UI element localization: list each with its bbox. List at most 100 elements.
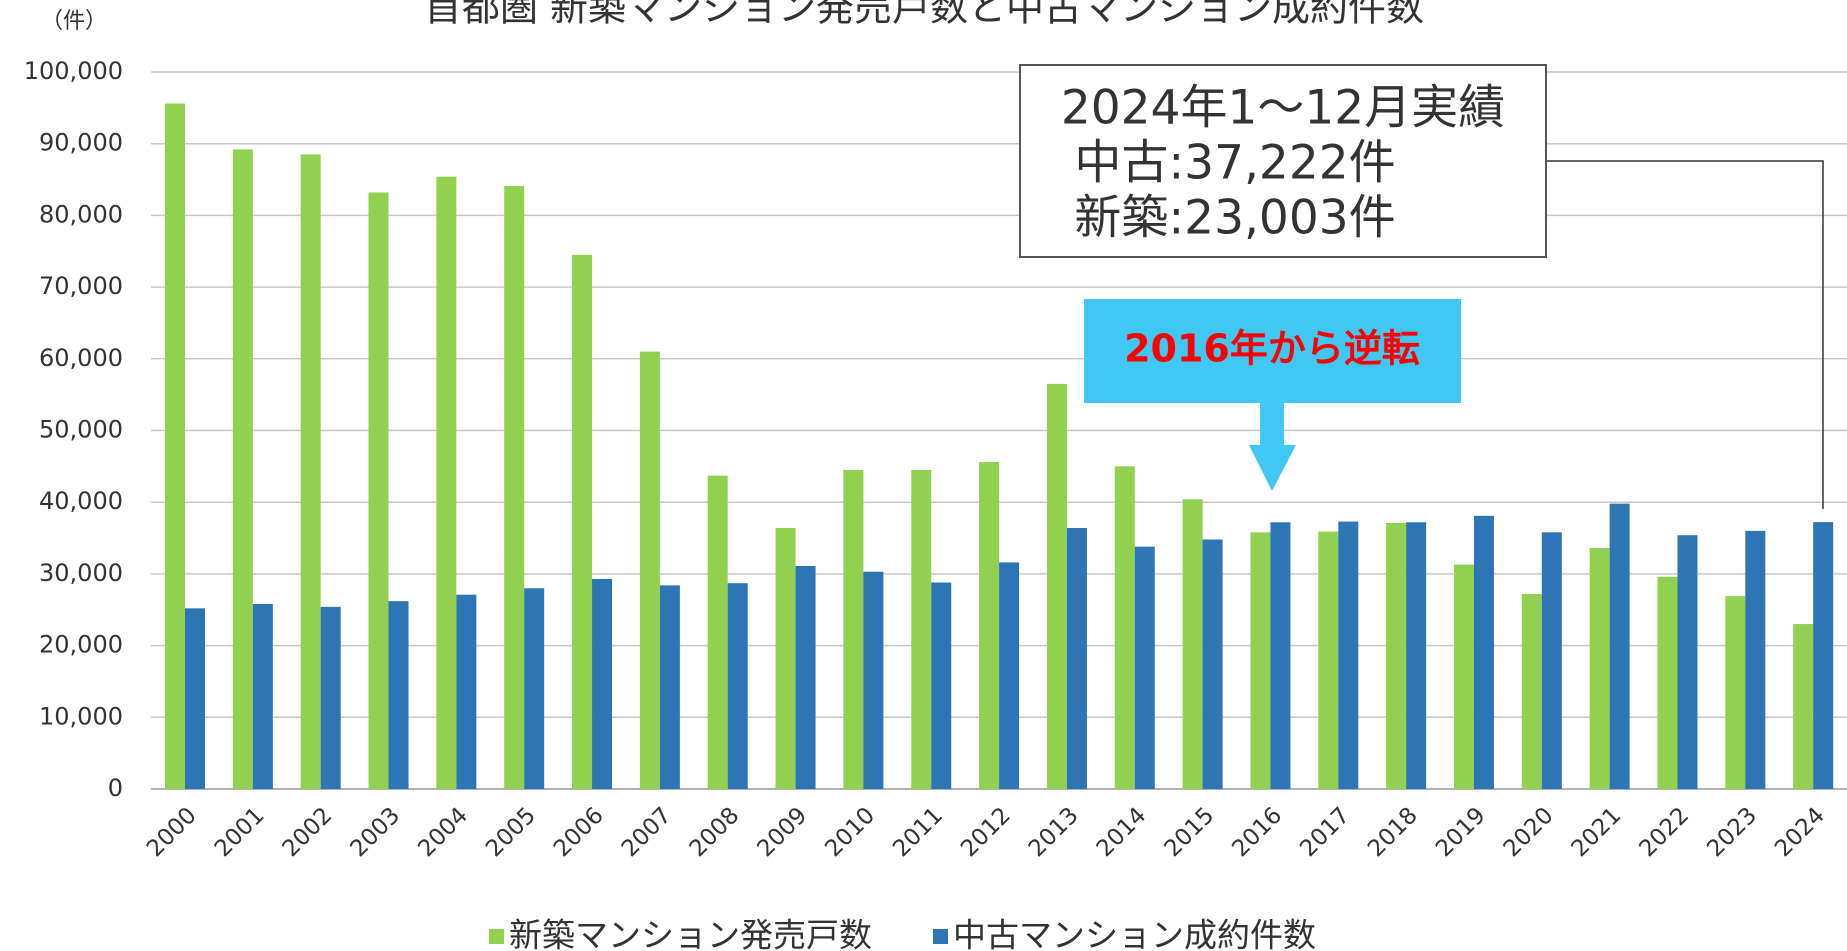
bar: [300, 154, 321, 789]
bar: [1066, 528, 1087, 789]
x-tick-label: 2024: [1770, 802, 1830, 862]
bar: [1521, 593, 1542, 789]
bar: [979, 462, 1000, 789]
x-tick-label: 2011: [888, 802, 948, 862]
bar: [1589, 548, 1610, 789]
bar: [572, 254, 593, 789]
bar: [185, 608, 205, 789]
legend-swatch: [489, 929, 504, 944]
bar: [1406, 522, 1427, 789]
x-tick-label: 2012: [956, 802, 1016, 862]
bar: [1270, 522, 1291, 789]
bar: [1182, 499, 1203, 789]
x-tick-label: 2001: [210, 802, 270, 862]
bar: [320, 606, 341, 789]
x-tick-label: 2014: [1092, 802, 1152, 862]
bar: [1114, 466, 1135, 789]
legend-swatch: [933, 929, 948, 944]
x-tick-label: 2016: [1227, 802, 1287, 862]
bar: [727, 583, 748, 789]
x-tick-label: 2002: [278, 802, 338, 862]
x-tick-label: 2005: [481, 802, 541, 862]
annotation-line: 2024年1～12月実績: [1061, 81, 1505, 136]
legend-label: 新築マンション発売戸数: [509, 916, 872, 951]
bar: [1202, 539, 1223, 789]
bar: [1386, 522, 1407, 789]
y-tick-label: 40,000: [39, 487, 123, 515]
y-tick-label: 80,000: [39, 200, 123, 228]
bar: [1046, 383, 1067, 789]
x-tick-label: 2021: [1567, 802, 1627, 862]
bar: [795, 566, 816, 789]
annotation-box: [1019, 64, 1547, 258]
bar: [1134, 546, 1155, 789]
bar: [1318, 531, 1339, 789]
bar: [1657, 576, 1678, 789]
bar: [659, 585, 680, 789]
bar: [1793, 624, 1814, 789]
y-tick-label: 50,000: [39, 416, 123, 444]
bar: [436, 176, 457, 789]
connector: [1546, 160, 1824, 509]
bar: [911, 469, 932, 789]
bar: [232, 149, 253, 789]
x-tick-label: 2015: [1160, 802, 1220, 862]
annotation-line: 新築:23,003件: [1074, 191, 1395, 246]
bar: [1250, 532, 1271, 789]
bar: [1677, 535, 1698, 789]
bar: [999, 562, 1020, 789]
bar: [1745, 530, 1766, 789]
x-tick-label: 2000: [142, 802, 202, 862]
y-tick-label: 10,000: [39, 702, 123, 730]
x-tick-label: 2020: [1499, 802, 1559, 862]
y-tick-label: 60,000: [39, 344, 123, 372]
annotation-line: 中古:37,222件: [1074, 136, 1395, 191]
bar: [1473, 515, 1494, 789]
x-tick-label: 2019: [1431, 802, 1491, 862]
callout-box: [1084, 299, 1461, 403]
y-tick-label: 70,000: [39, 272, 123, 300]
y-unit: （件）: [41, 9, 107, 34]
bar: [252, 604, 273, 789]
bar: [863, 571, 884, 789]
bar: [1338, 521, 1359, 789]
y-tick-label: 20,000: [39, 631, 123, 659]
bar: [775, 528, 796, 789]
bar: [707, 475, 728, 789]
x-tick-label: 2010: [820, 802, 880, 862]
x-tick-label: 2007: [617, 802, 677, 862]
callout-arrow: [1249, 403, 1296, 491]
bar: [524, 588, 545, 789]
bar: [639, 351, 660, 789]
bar: [1813, 522, 1834, 789]
y-tick-label: 30,000: [39, 559, 123, 587]
x-tick-label: 2023: [1702, 802, 1762, 862]
bar: [931, 582, 952, 789]
bar: [165, 103, 185, 790]
bar: [1541, 532, 1562, 789]
y-tick-label: 0: [108, 774, 123, 802]
bar: [1725, 596, 1746, 789]
bar: [1609, 503, 1630, 789]
bar: [504, 186, 525, 790]
legend-label: 中古マンション成約件数: [953, 916, 1316, 951]
bar: [592, 578, 613, 789]
x-tick-label: 2009: [753, 802, 813, 862]
x-tick-label: 2006: [549, 802, 609, 862]
bar: [368, 192, 389, 789]
x-tick-label: 2008: [685, 802, 745, 862]
x-tick-label: 2022: [1634, 802, 1694, 862]
x-tick-label: 2004: [413, 802, 473, 862]
bar: [388, 601, 409, 789]
x-tick-label: 2017: [1295, 802, 1355, 862]
bar: [456, 594, 477, 789]
bar: [1453, 564, 1474, 789]
bar: [843, 469, 864, 789]
y-tick-label: 100,000: [24, 57, 123, 85]
callout-text: 2016年から逆転: [1124, 327, 1420, 371]
y-tick-label: 90,000: [39, 129, 123, 157]
x-tick-label: 2003: [345, 802, 405, 862]
chart-title: 首都圏 新築マンション発売戸数と中古マンション成約件数: [424, 0, 1424, 30]
x-tick-label: 2013: [1024, 802, 1084, 862]
